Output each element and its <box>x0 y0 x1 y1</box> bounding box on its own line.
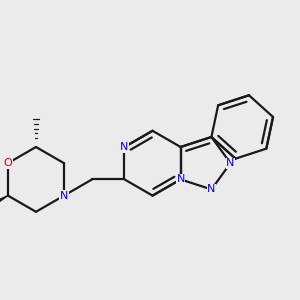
Text: N: N <box>120 142 129 152</box>
Text: N: N <box>226 158 235 168</box>
Polygon shape <box>0 196 8 212</box>
Text: N: N <box>207 184 216 194</box>
Text: N: N <box>176 174 185 184</box>
Text: N: N <box>60 190 68 201</box>
Text: O: O <box>4 158 12 168</box>
